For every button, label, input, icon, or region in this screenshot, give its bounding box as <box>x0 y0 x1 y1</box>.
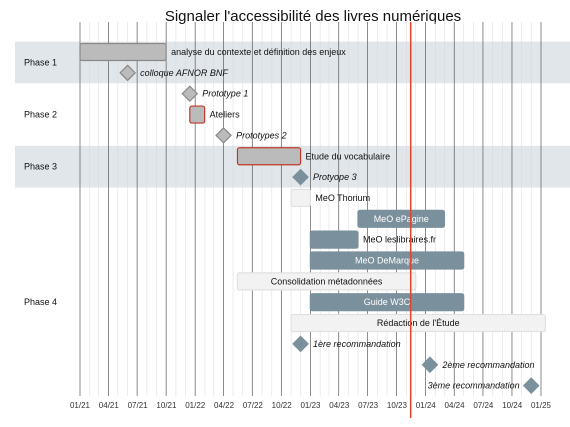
task-bar <box>309 230 359 249</box>
x-tick-label: 01/22 <box>185 401 206 410</box>
task-label: MeO DeMarque <box>355 256 419 266</box>
milestone-marker <box>292 335 309 353</box>
task-bar <box>236 272 417 291</box>
milestone-label: Prototype 1 <box>202 89 248 99</box>
x-tick-label: 04/22 <box>214 401 235 410</box>
x-tick-label: 01/23 <box>300 401 321 410</box>
x-tick-label: 07/24 <box>473 401 494 410</box>
task-label: Ateliers <box>210 110 241 120</box>
x-tick-label: 07/23 <box>358 401 379 410</box>
task-label: Etude du vocabulaire <box>306 151 391 161</box>
task-label: Rédaction de l'Étude <box>377 318 460 328</box>
task-bar <box>236 147 302 166</box>
x-tick-label: 04/24 <box>445 401 466 410</box>
milestone-marker <box>522 377 540 394</box>
task-label: Guide W3C <box>364 297 411 307</box>
tasks: analyse du contexte et définition des en… <box>79 42 547 394</box>
phase-label: Phase 4 <box>24 297 57 307</box>
task-label: MeO leslibraires.fr <box>363 235 436 245</box>
milestone-marker <box>215 127 232 144</box>
chart-title: Signaler l'accessibilité des livres numé… <box>165 8 461 25</box>
task-bar <box>309 293 465 312</box>
task-bar <box>290 313 547 333</box>
x-axis: 01/21 04/21 07/21 10/21 01/22 04/22 07/22 10/22… <box>70 401 552 410</box>
task-bar <box>357 209 446 228</box>
x-tick-label: 10/21 <box>156 401 177 410</box>
task-label: Consolidation métadonnées <box>271 276 383 286</box>
phase-bands <box>15 41 570 188</box>
phase-labels: Phase 1 Phase 2 Phase 3 Phase 4 <box>24 57 57 307</box>
milestone-marker <box>292 168 309 186</box>
task-label: analyse du contexte et définition des en… <box>171 47 346 57</box>
milestone-marker <box>119 64 136 82</box>
milestone-label: Prototypes 2 <box>236 130 287 140</box>
x-tick-label: 10/24 <box>502 401 523 410</box>
task-label: MeO Thorium <box>315 193 370 203</box>
task-bar <box>79 42 167 62</box>
task-bar <box>290 188 311 208</box>
x-tick-label: 07/22 <box>243 401 264 410</box>
task-bar <box>189 105 206 124</box>
x-tick-label: 10/23 <box>387 401 408 410</box>
milestone-marker <box>181 85 199 103</box>
milestone-label: colloque AFNOR BNF <box>140 68 228 78</box>
grid-lines <box>79 22 542 396</box>
x-tick-label: 04/23 <box>329 401 350 410</box>
milestone-marker <box>421 356 439 374</box>
phase-label: Phase 1 <box>24 57 57 67</box>
x-tick-label: 10/22 <box>272 401 293 410</box>
x-tick-label: 01/24 <box>416 401 437 410</box>
phase-label: Phase 2 <box>24 110 57 120</box>
milestone-label: Protyope 3 <box>313 172 357 182</box>
task-bar <box>309 251 465 270</box>
milestone-label: 2ème recommandation <box>441 360 534 370</box>
x-tick-label: 01/21 <box>70 401 91 410</box>
phase-label: Phase 3 <box>24 162 57 172</box>
milestone-label: 3ème recommandation <box>428 381 520 391</box>
x-tick-label: 01/25 <box>531 401 552 410</box>
task-label: MeO ePagine <box>374 214 429 224</box>
milestone-label: 1ère recommandation <box>313 339 401 349</box>
x-tick-label: 07/21 <box>128 401 149 410</box>
x-tick-label: 04/21 <box>99 401 120 410</box>
